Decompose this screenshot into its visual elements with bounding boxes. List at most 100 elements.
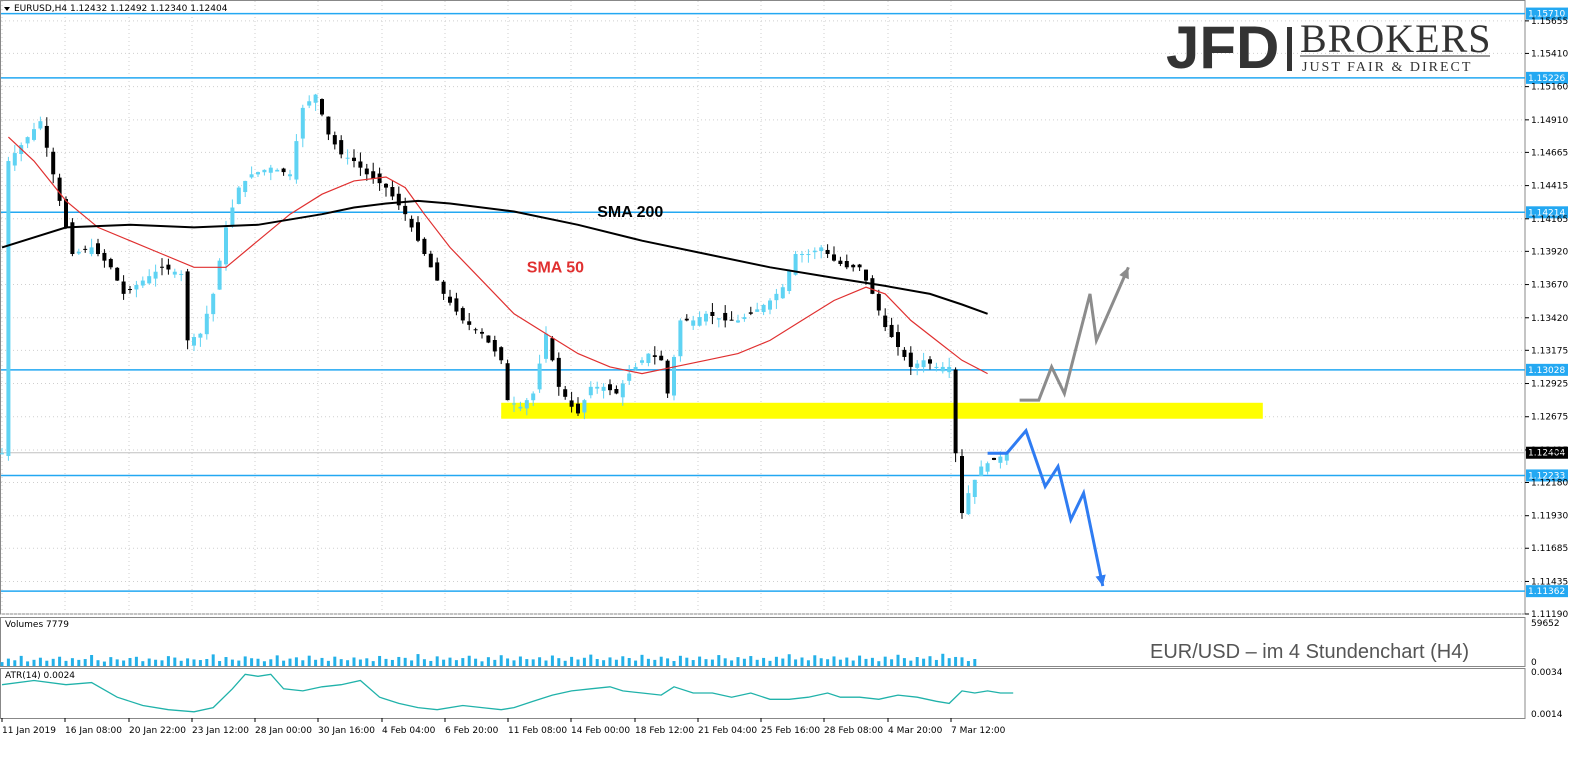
candle-body (198, 333, 203, 338)
level-tag (1526, 469, 1568, 482)
candle-body (57, 177, 62, 201)
candle-body (249, 174, 254, 178)
candle-body (851, 264, 856, 268)
candle-body (716, 318, 721, 320)
level-tag-label: 1.15226 (1528, 74, 1565, 84)
candle-body (755, 309, 760, 312)
x-tick-label: 4 Feb 04:00 (382, 726, 436, 736)
candle-body (332, 135, 337, 145)
candle-body (742, 317, 747, 320)
candle-body (979, 466, 984, 476)
candle-body (499, 347, 504, 361)
candle-body (806, 254, 811, 256)
candle-body (480, 331, 484, 334)
candle-body (492, 340, 497, 352)
candle-body (812, 250, 817, 253)
x-tick-label: 21 Feb 04:00 (698, 726, 757, 736)
logo-main: JFD (1166, 14, 1279, 81)
y-tick-label: 1.13920 (1531, 247, 1568, 257)
sma-line (1, 199, 988, 315)
candle-body (454, 298, 459, 312)
candle-body (652, 355, 657, 357)
candle-body (422, 238, 427, 255)
candle-body (857, 264, 862, 268)
candle-body (832, 254, 836, 261)
candle-body (326, 116, 331, 135)
candle-body (544, 333, 548, 359)
candle-body (563, 389, 568, 397)
y-tick-label: 1.11685 (1531, 544, 1568, 554)
candle-body (409, 218, 414, 228)
support-zone (501, 402, 1263, 419)
candle-body (896, 332, 900, 347)
y-tick-label: 1.12425 (1531, 446, 1568, 456)
candle-body (211, 293, 216, 315)
candle-body (800, 254, 804, 256)
candle-body (179, 273, 184, 275)
y-tick-label: 1.15655 (1531, 17, 1568, 27)
x-tick-label: 25 Feb 16:00 (761, 726, 820, 736)
atr-tick-label: 0.0014 (1531, 710, 1563, 720)
candle-body (307, 101, 312, 106)
x-tick-label: 6 Feb 20:00 (445, 726, 499, 736)
candle-body (992, 457, 996, 460)
candle-body (230, 207, 235, 226)
candle-body (281, 168, 286, 173)
level-tag (1526, 363, 1568, 376)
level-tag (1526, 7, 1568, 20)
candle-body (313, 94, 318, 103)
candle-body (998, 456, 1003, 463)
candle-body (192, 337, 196, 346)
candle-body (537, 363, 542, 390)
candle-body (774, 293, 779, 301)
y-tick-label: 1.13175 (1531, 346, 1568, 356)
candle-body (89, 247, 94, 255)
candle-body (224, 227, 228, 265)
candle-body (140, 280, 145, 286)
candle-body (428, 253, 433, 268)
y-tick-label: 1.14910 (1531, 116, 1568, 126)
candle-body (531, 393, 536, 401)
x-tick-label: 11 Jan 2019 (2, 726, 56, 736)
y-tick-label: 1.15160 (1531, 83, 1568, 93)
candle-body (633, 366, 638, 370)
candle-body (953, 369, 958, 454)
candle-body (902, 349, 907, 357)
symbol-header-text: EURUSD,H4 1.12432 1.12492 1.12340 1.1240… (14, 4, 228, 14)
candle-body (614, 388, 619, 394)
x-tick-label: 28 Jan 00:00 (255, 726, 312, 736)
y-tick-label: 1.11930 (1531, 512, 1568, 522)
candle-body (384, 183, 388, 188)
chart-caption: EUR/USD – im 4 Stundenchart (H4) (1150, 641, 1469, 663)
candle-body (505, 363, 510, 401)
candle-body (825, 249, 830, 255)
candle-body (576, 403, 580, 414)
candle-body (940, 366, 945, 372)
candle-body (460, 308, 465, 321)
volume-tick-label: 59652 (1531, 619, 1560, 629)
candle-body (38, 121, 43, 129)
candle-body (1004, 453, 1009, 461)
collapse-triangle-icon[interactable] (4, 7, 10, 11)
candle-body (704, 313, 708, 322)
x-tick-label: 4 Mar 20:00 (888, 726, 943, 736)
level-tag (1526, 585, 1568, 598)
candle-body (134, 285, 139, 290)
candle-body (793, 254, 798, 275)
candle-body (864, 269, 868, 281)
candle-body (928, 359, 932, 364)
level-tag-label: 1.14214 (1528, 208, 1565, 218)
y-tick-label: 1.12925 (1531, 380, 1568, 390)
candle-body (185, 271, 190, 341)
candle-body (691, 320, 696, 326)
candle-body (243, 180, 248, 193)
x-tick-label: 18 Feb 12:00 (635, 726, 694, 736)
atr-tick-label: 0.0034 (1531, 668, 1563, 678)
x-tick-label: 23 Jan 12:00 (192, 726, 249, 736)
candle-body (934, 366, 939, 368)
level-tag-label: 1.12233 (1528, 471, 1565, 481)
candle-body (985, 463, 990, 472)
sma-label: SMA 200 (597, 204, 663, 221)
candle-body (403, 205, 408, 215)
